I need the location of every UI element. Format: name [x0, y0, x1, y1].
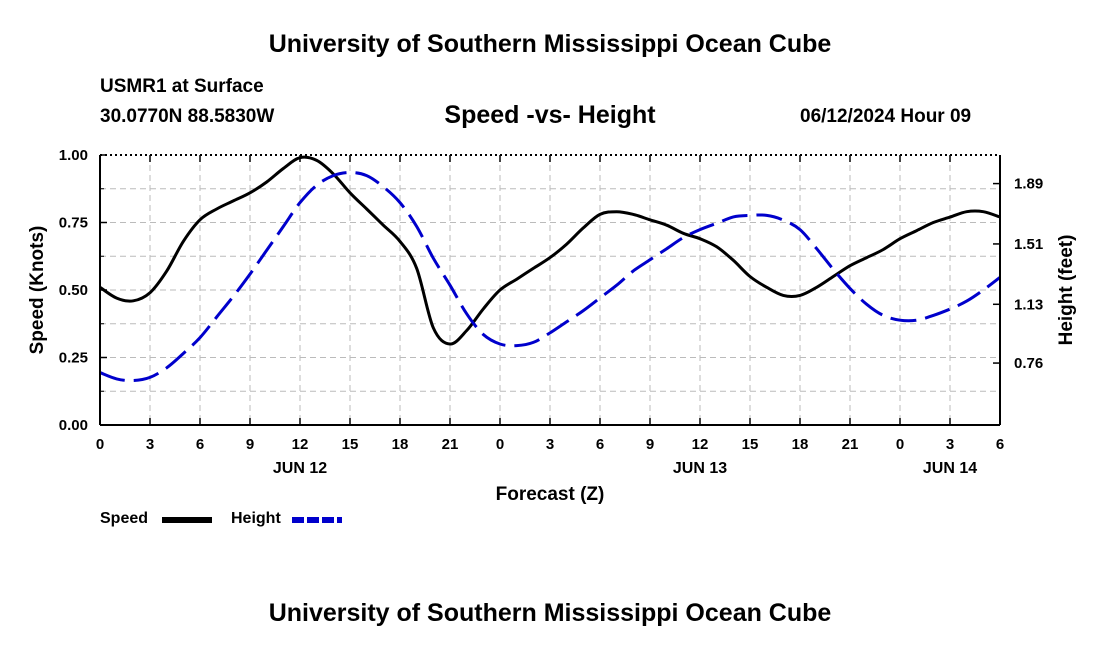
y-left-tick-label: 1.00 [59, 147, 88, 164]
x-tick-label: 15 [742, 436, 759, 453]
series-group [99, 155, 1001, 383]
tick-group: 0 3 6 9 12 15 18 21 0 3 6 9 12 15 18 21 0 3 6 JUN 12 JUN 13 J… [59, 147, 1043, 477]
x-tick-label: 0 [96, 436, 104, 453]
x-tick-label: 21 [842, 436, 859, 453]
y-right-tick-label: 1.13 [1014, 296, 1043, 313]
x-day-label: JUN 12 [273, 460, 327, 477]
x-tick-label: 3 [946, 436, 954, 453]
x-tick-label: 3 [546, 436, 554, 453]
y-right-tick-label: 1.89 [1014, 176, 1043, 193]
legend-speed-label: Speed [100, 510, 149, 527]
coordinates-label: 30.0770N 88.5830W [100, 106, 275, 127]
x-tick-label: 21 [442, 436, 459, 453]
x-tick-label: 12 [292, 436, 309, 453]
y-left-tick-label: 0.25 [59, 350, 88, 367]
x-tick-label: 18 [392, 436, 409, 453]
x-tick-label: 9 [646, 436, 654, 453]
x-day-label: JUN 14 [923, 460, 977, 477]
forecast-date: 06/12/2024 Hour 09 [800, 106, 972, 127]
series-line-height [99, 171, 1001, 383]
x-tick-label: 6 [596, 436, 604, 453]
main-title: University of Southern Mississippi Ocean… [268, 30, 832, 58]
footer-title: University of Southern Mississippi Ocean… [268, 599, 832, 627]
x-tick-label: 0 [896, 436, 904, 453]
y-right-tick-label: 1.51 [1014, 236, 1043, 253]
x-axis-label: Forecast (Z) [496, 484, 605, 505]
series-line-speed [99, 155, 1001, 346]
x-tick-label: 6 [996, 436, 1004, 453]
y-right-axis-label: Height (feet) [1056, 235, 1077, 346]
x-tick-label: 9 [246, 436, 254, 453]
y-left-tick-label: 0.50 [59, 282, 88, 299]
x-tick-label: 6 [196, 436, 204, 453]
axis-label-group: Forecast (Z) Speed (Knots) Height (feet) [27, 226, 1077, 505]
x-tick-label: 15 [342, 436, 359, 453]
chart-title: Speed -vs- Height [444, 101, 656, 129]
legend-height-label: Height [231, 510, 281, 527]
x-tick-label: 0 [496, 436, 504, 453]
grid [100, 155, 1000, 425]
station-label: USMR1 at Surface [100, 76, 264, 97]
y-left-axis-label: Speed (Knots) [27, 226, 48, 355]
x-tick-label: 12 [692, 436, 709, 453]
y-right-tick-label: 0.76 [1014, 355, 1043, 372]
x-tick-label: 18 [792, 436, 809, 453]
y-left-tick-label: 0.00 [59, 417, 88, 434]
y-left-tick-label: 0.75 [59, 215, 88, 232]
x-tick-label: 3 [146, 436, 154, 453]
x-day-label: JUN 13 [673, 460, 727, 477]
